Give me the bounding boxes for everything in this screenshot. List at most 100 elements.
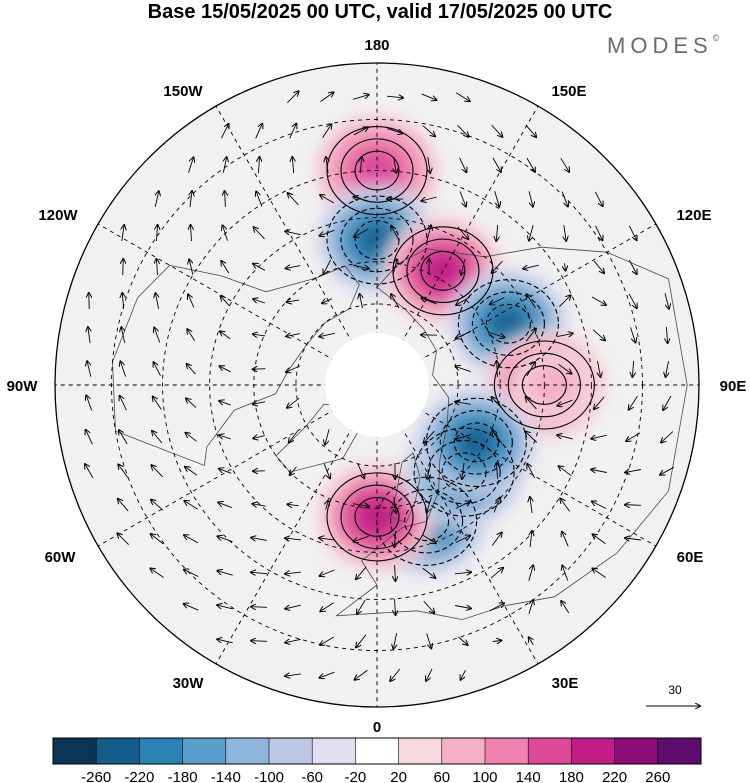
wind-arrow [394, 497, 396, 513]
wind-arrow [221, 261, 230, 274]
wind-arrow [492, 431, 503, 444]
wind-arrow [564, 225, 566, 241]
wind-arrow [395, 564, 396, 581]
wind-arrow [625, 538, 641, 540]
wind-arrow [292, 157, 293, 174]
contour-line [354, 496, 400, 537]
wind-arrow [632, 360, 633, 377]
colorbar-tick-label: -260 [81, 769, 111, 783]
wind-arrow [628, 259, 636, 274]
wind-arrow [593, 260, 604, 273]
contour-line [439, 410, 513, 475]
wind-arrow [285, 572, 301, 574]
wind-arrow [86, 396, 93, 411]
wind-arrow [462, 463, 464, 479]
wind-arrow [86, 430, 93, 445]
lon-label-60e: 60E [677, 549, 704, 566]
meridian [215, 105, 358, 351]
wind-arrow [562, 532, 569, 547]
wind-arrow [353, 197, 369, 202]
wind-arrow [151, 534, 164, 545]
contour-line [453, 422, 499, 463]
wind-arrow [325, 429, 330, 444]
wind-arrow [120, 361, 127, 377]
colorbar-swatch [355, 738, 399, 764]
meridian [215, 419, 358, 665]
wind-arrow [455, 502, 470, 509]
wind-arrow [290, 466, 297, 475]
wind-arrow [319, 333, 335, 336]
contour-line [354, 220, 400, 260]
wind-arrow [421, 196, 437, 201]
wind-arrow [253, 436, 265, 439]
wind-arrow [592, 501, 607, 510]
wind-arrow [185, 467, 198, 476]
wind-arrow [557, 435, 573, 440]
wind-arrow [489, 603, 504, 612]
lon-label-30e: 30E [552, 675, 579, 692]
wind-arrow [251, 641, 268, 642]
wind-arrow [285, 674, 301, 676]
wind-arrow [497, 361, 498, 378]
lon-label-120e: 120E [676, 207, 711, 224]
contour-line [413, 427, 515, 517]
meridian [97, 223, 343, 366]
colorbar-tick-label: 260 [645, 769, 670, 783]
wind-arrow [155, 293, 158, 309]
wind-arrow [320, 92, 334, 102]
wind-arrow [492, 641, 502, 642]
wind-arrow [528, 191, 533, 206]
wind-arrow [88, 327, 90, 343]
colorbar-swatch [96, 738, 140, 764]
wind-arrow [530, 531, 532, 548]
wind-arrow [661, 431, 674, 443]
wind-arrow [286, 365, 301, 372]
wind-arrow [457, 124, 469, 137]
wind-arrow [219, 435, 232, 439]
wind-arrow [118, 499, 129, 512]
wind-arrow [187, 329, 196, 342]
wind-arrow [156, 225, 157, 242]
meridian [411, 223, 657, 366]
wind-arrow [320, 671, 335, 678]
wind-arrow [353, 95, 368, 100]
wind-arrow [259, 157, 260, 174]
colorbar-tick-label: -20 [345, 769, 367, 783]
wind-arrow [286, 266, 301, 269]
wind-arrow [151, 465, 163, 478]
lon-label-60w: 60W [45, 549, 77, 566]
wind-arrow [186, 433, 197, 442]
wind-arrow [493, 498, 500, 513]
wind-arrow [393, 633, 396, 649]
lon-label-180: 180 [364, 37, 389, 54]
wind-arrow [530, 497, 532, 513]
contour-line [507, 352, 581, 418]
colorbar-swatch [53, 738, 97, 764]
wind-arrow [629, 396, 638, 409]
wind-arrow [326, 501, 329, 510]
colorbar-swatch [441, 738, 486, 764]
wind-arrow [459, 157, 467, 172]
wind-arrow [253, 299, 266, 303]
wind-arrow [527, 294, 536, 308]
wind-arrow [591, 470, 607, 473]
wind-arrow [217, 605, 233, 610]
wind-arrow [354, 535, 369, 541]
wind-arrow [387, 128, 402, 134]
wind-arrow [217, 639, 233, 643]
colorbar-tick-label: -60 [301, 769, 323, 783]
wind-arrow [254, 227, 265, 240]
contour-line [521, 365, 567, 405]
wind-arrow [391, 294, 400, 309]
wind-arrow [255, 124, 263, 139]
wind-arrow [323, 259, 332, 274]
wind-arrow [184, 501, 198, 510]
contour-line [441, 452, 487, 493]
wind-arrow [529, 637, 534, 645]
wind-arrow [123, 259, 124, 276]
reference-vector-label: 30 [668, 683, 682, 697]
wind-arrow [356, 634, 367, 648]
wind-arrow [526, 362, 535, 377]
wind-arrow [288, 193, 299, 206]
